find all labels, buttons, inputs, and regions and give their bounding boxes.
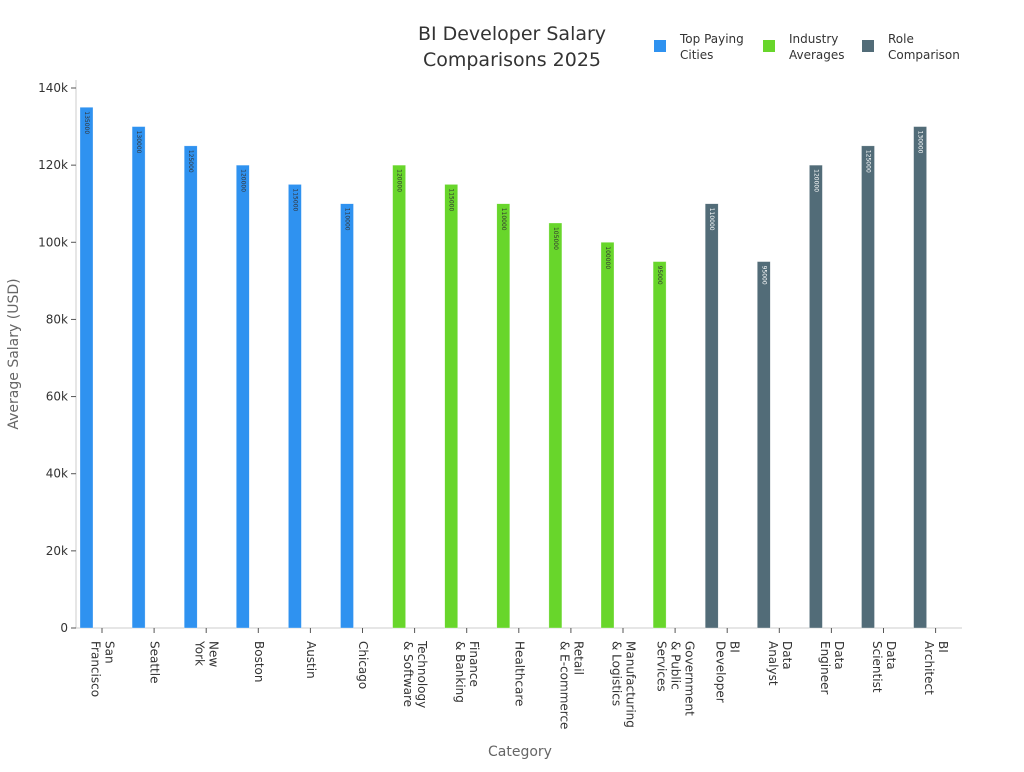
x-tick-label: Engineer [818, 641, 832, 695]
bar-value-label: 115000 [448, 188, 455, 211]
bar [79, 107, 94, 629]
x-tick-label: Technology [415, 640, 429, 708]
bar [600, 242, 615, 629]
x-tick-label: & Public [669, 641, 683, 690]
bar-value-label: 120000 [812, 169, 819, 192]
bar-value-label: 95000 [656, 266, 663, 285]
bar-value-label: 110000 [344, 208, 351, 231]
x-tick-label: Seattle [148, 641, 162, 683]
x-tick-label: & Banking [453, 641, 467, 703]
x-tick-label: Francisco [89, 641, 103, 697]
x-tick-label: & Software [401, 641, 415, 707]
legend-label: Cities [680, 48, 713, 62]
bar [757, 261, 771, 629]
bar-value-label: 110000 [500, 208, 507, 231]
x-tick-label: Data [884, 641, 898, 670]
y-tick-label: 40k [46, 467, 68, 481]
legend-label: Top Paying [679, 32, 744, 46]
x-tick-label: & E-commerce [557, 641, 571, 729]
legend-swatch [862, 40, 874, 52]
y-tick-label: 20k [46, 544, 68, 558]
x-tick-label: New [207, 641, 221, 667]
bar-value-label: 115000 [291, 188, 298, 211]
chart-title-line: BI Developer Salary [418, 23, 606, 45]
axes [71, 80, 962, 633]
legend: Top Paying Cities Industry Averages Role Comp… [654, 32, 960, 62]
bar-value-label: 105000 [552, 227, 559, 250]
x-tick-label: Analyst [766, 641, 780, 686]
bar-value-label: 120000 [239, 169, 246, 192]
x-tick-label: Austin [304, 641, 318, 679]
bar [236, 164, 250, 629]
x-tick-label: Data [832, 641, 846, 670]
x-axis-title: Category [488, 744, 552, 760]
x-tick-label: Retail [571, 641, 585, 675]
bar [288, 184, 302, 629]
bar [548, 222, 563, 629]
bar [496, 203, 511, 629]
bar [131, 126, 146, 629]
x-tick-label: Data [780, 641, 794, 670]
bar [861, 145, 875, 629]
bar-value-label: 130000 [135, 131, 142, 154]
y-tick-label: 0 [60, 621, 68, 635]
x-tick-label: Healthcare [512, 641, 526, 706]
bar [913, 126, 927, 629]
legend-label: Comparison [888, 48, 960, 62]
bar-value-label: 125000 [187, 150, 194, 173]
bar [809, 164, 823, 629]
bar-value-label: 130000 [917, 131, 924, 154]
x-tick-label: Boston [252, 641, 266, 682]
chart-title: BI Developer Salary Comparisons 2025 [418, 23, 606, 71]
bar-value-label: 120000 [396, 169, 403, 192]
y-tick-label: 60k [46, 390, 68, 404]
legend-swatch [763, 40, 775, 52]
y-tick-label: 80k [46, 312, 68, 326]
legend-swatch [654, 40, 666, 52]
bar [183, 145, 198, 629]
x-tick-label: Architect [922, 641, 936, 695]
x-tick-label: Manufacturing [624, 641, 638, 728]
bar [652, 261, 667, 629]
x-tick-label: BI [936, 641, 950, 653]
x-tick-label: York [193, 640, 207, 666]
legend-label: Industry [789, 32, 838, 46]
chart-title-line: Comparisons 2025 [423, 49, 601, 71]
bar-value-label: 125000 [865, 150, 872, 173]
bar [392, 164, 406, 629]
y-tick-label: 120k [38, 158, 68, 172]
y-tick-label: 140k [38, 81, 68, 95]
bar [444, 184, 458, 629]
y-axis-title: Average Salary (USD) [6, 278, 22, 429]
data-labels: 135000 130000 125000 120000 115000 110000 1200… [83, 111, 924, 285]
x-tick-label: San [103, 641, 117, 664]
x-tick-label: BI [728, 641, 742, 653]
x-tick-label: Finance [467, 641, 481, 687]
y-tick-label: 100k [38, 235, 68, 249]
bar [340, 203, 354, 629]
y-tick-labels: 0 20k 40k 60k 80k 100k 120k 140k [38, 81, 68, 635]
bar-value-label: 95000 [760, 266, 767, 285]
x-tick-label: Government [683, 641, 697, 716]
legend-label: Role [888, 32, 914, 46]
bar-value-label: 135000 [83, 111, 90, 134]
x-tick-label: Services [655, 641, 669, 692]
bar-value-label: 110000 [708, 208, 715, 231]
legend-label: Averages [789, 48, 845, 62]
x-tick-label: Scientist [870, 641, 884, 693]
x-tick-label: & Logistics [610, 641, 624, 706]
x-tick-label: Chicago [356, 641, 370, 689]
x-tick-label: Developer [714, 641, 728, 703]
bars [79, 107, 927, 629]
bar-value-label: 100000 [604, 246, 611, 269]
bar [704, 203, 719, 629]
